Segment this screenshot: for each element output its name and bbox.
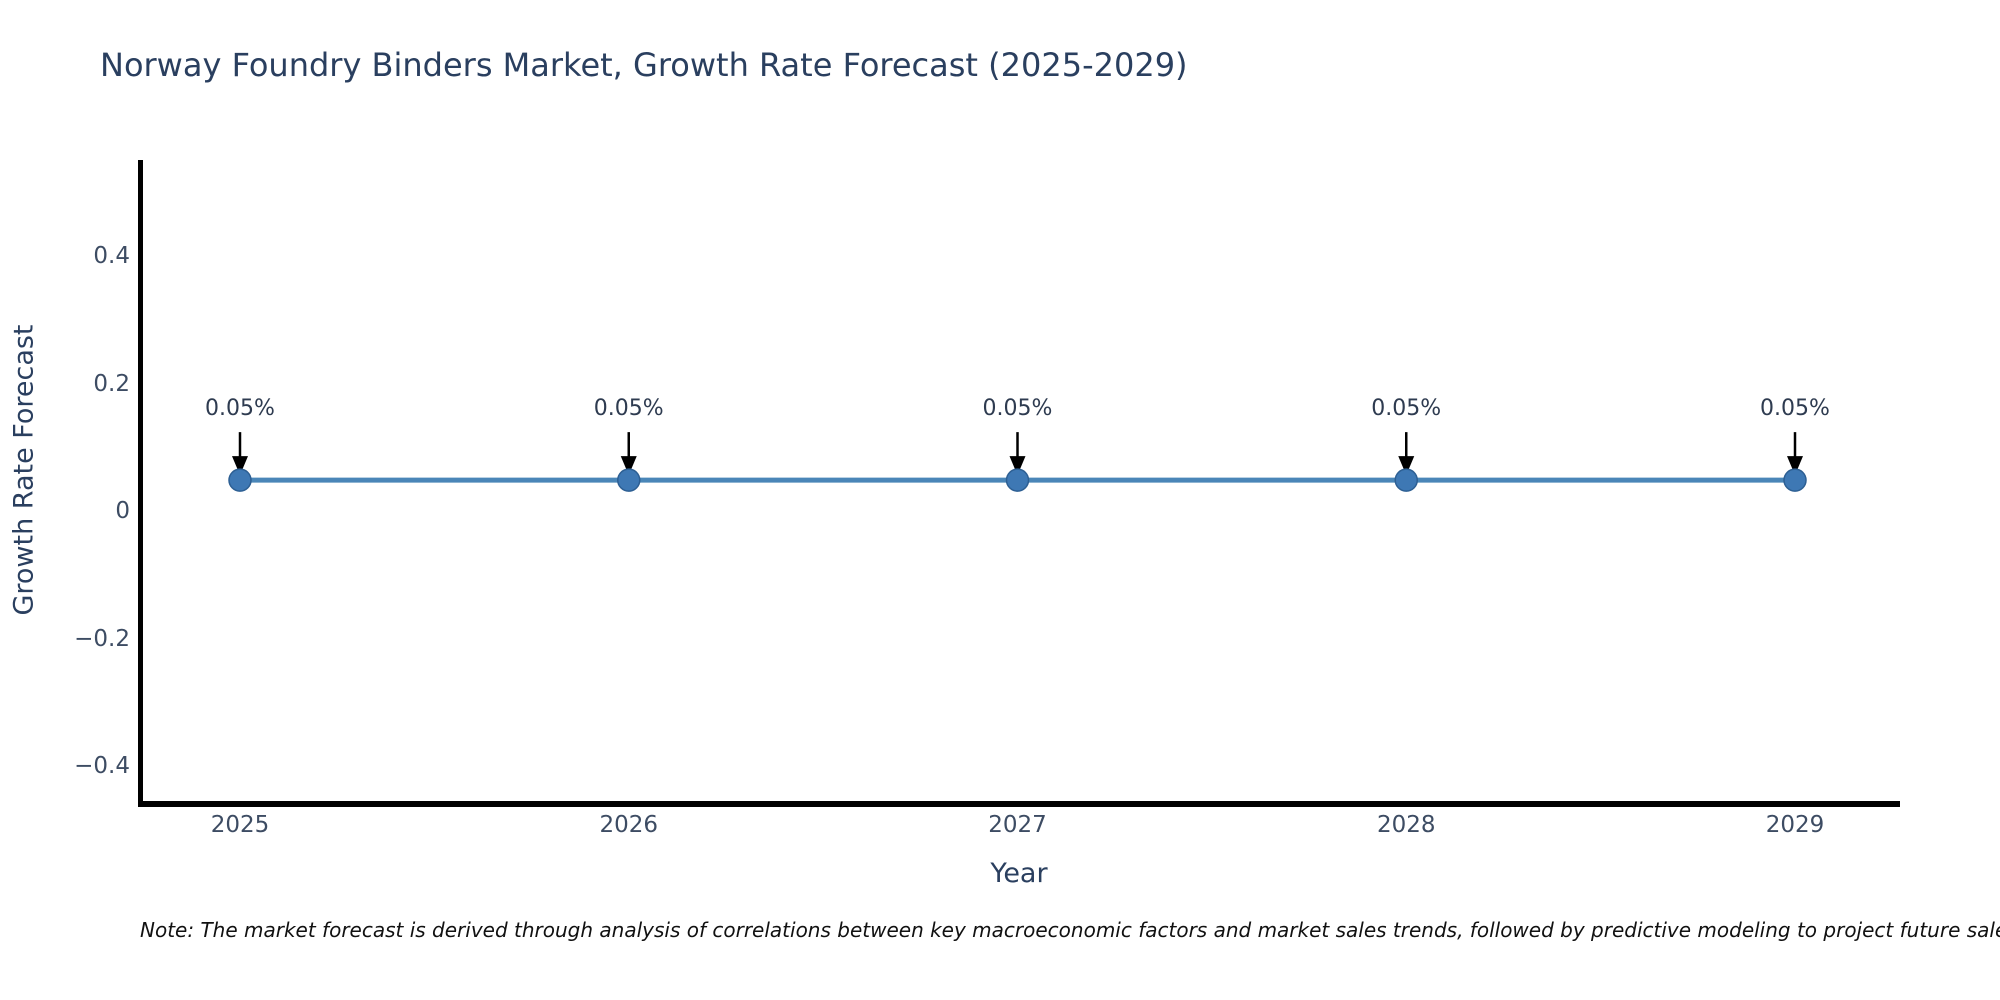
annotation-arrow-head <box>1009 456 1026 476</box>
y-tick-label: 0.4 <box>93 243 130 269</box>
chart-title: Norway Foundry Binders Market, Growth Ra… <box>100 46 1188 84</box>
annotation-arrow-head <box>620 456 637 476</box>
point-annotation: 0.05% <box>593 396 664 422</box>
data-point-marker <box>617 468 641 492</box>
x-tick-label: 2025 <box>210 812 270 838</box>
y-tick-label: 0 <box>115 498 130 524</box>
y-axis-spine <box>138 160 143 807</box>
y-tick-label: −0.2 <box>74 625 130 652</box>
x-tick-label: 2027 <box>988 812 1047 838</box>
data-point-marker <box>1394 468 1418 492</box>
data-point-marker <box>1005 468 1030 492</box>
annotation-arrow-head <box>1787 456 1803 476</box>
x-tick-label: 2029 <box>1765 812 1825 838</box>
data-point-marker <box>1783 468 1807 492</box>
annotation-arrow-head <box>232 456 248 476</box>
x-tick-label: 2028 <box>1376 812 1436 838</box>
y-tick-label: 0.2 <box>93 370 130 397</box>
x-axis-spine <box>138 801 1900 807</box>
annotation-arrow-head <box>1398 456 1415 476</box>
point-annotation: 0.05% <box>1371 396 1442 422</box>
point-annotation: 0.05% <box>982 396 1053 422</box>
point-annotation: 0.05% <box>1760 396 1830 422</box>
footnote-text: Note: The market forecast is derived thr… <box>140 918 2000 942</box>
y-tick-label: −0.4 <box>74 753 130 779</box>
x-axis-title: Year <box>990 858 1048 889</box>
point-annotation: 0.05% <box>205 396 275 422</box>
x-tick-label: 2026 <box>599 812 659 838</box>
data-point-marker <box>228 468 252 492</box>
